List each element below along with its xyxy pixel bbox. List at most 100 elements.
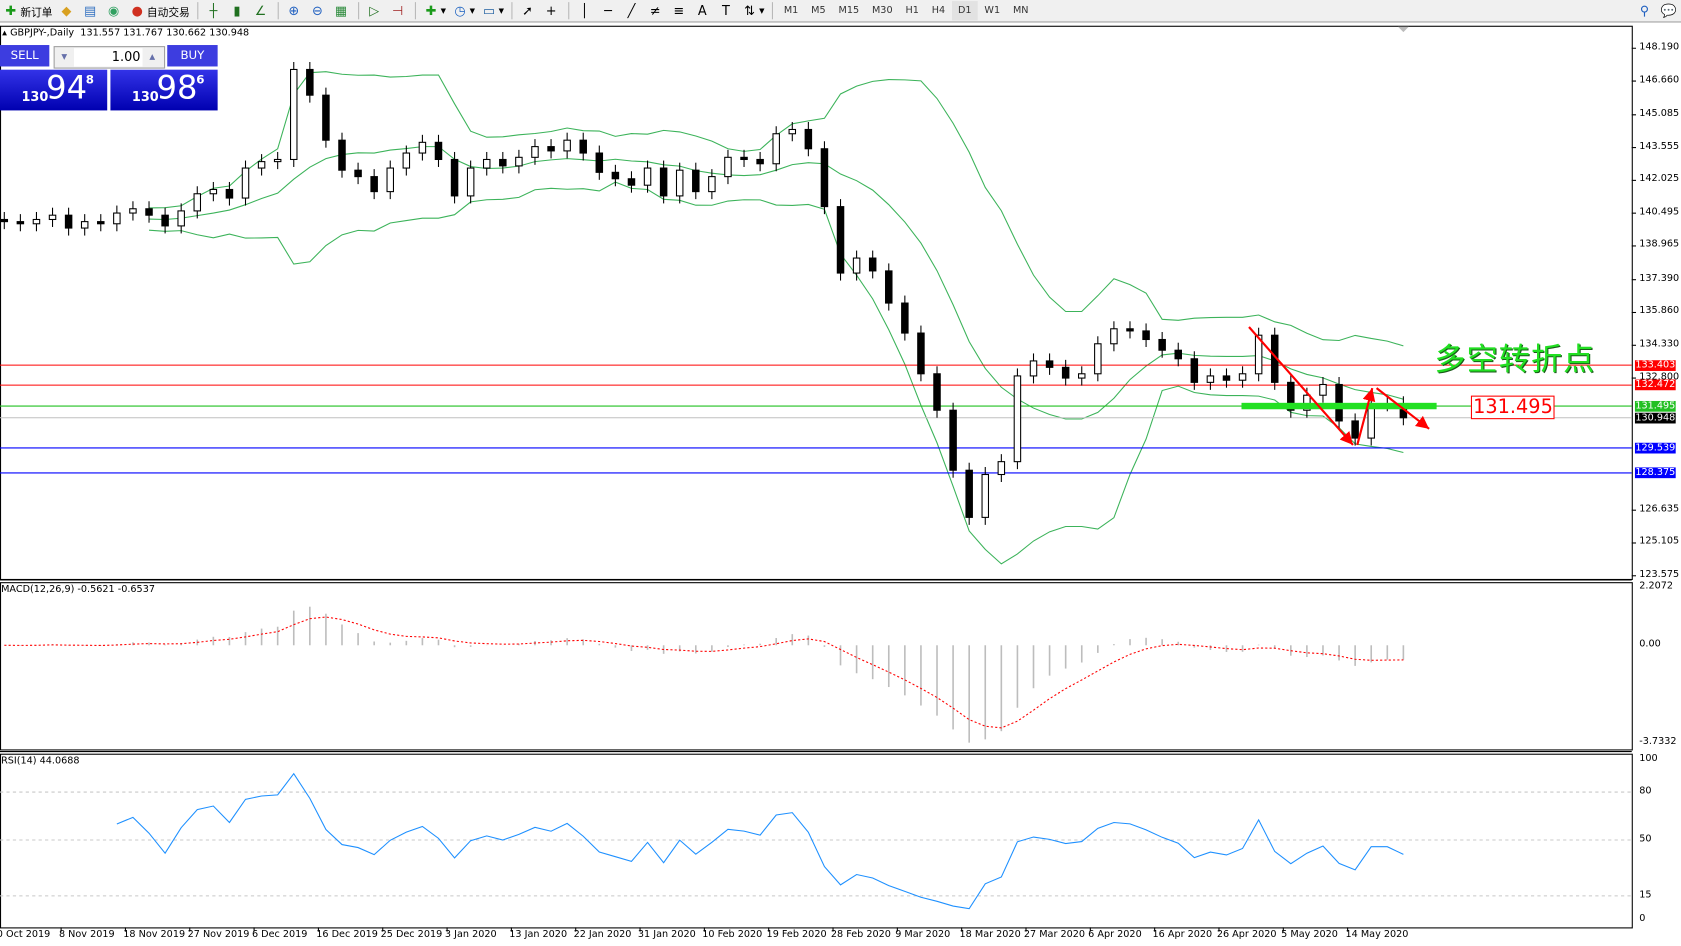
separator (568, 2, 570, 20)
timeframe-h4[interactable]: H4 (931, 5, 946, 17)
crosshair-button[interactable]: + (540, 1, 564, 20)
arrows-button[interactable]: ⇅ ▾ (739, 1, 768, 20)
auto-trading-button[interactable]: ● 自动交易 (127, 1, 193, 20)
chat-button[interactable]: 💬 (1657, 1, 1681, 20)
candle (1094, 336, 1102, 382)
candle-body (1029, 360, 1038, 377)
candle (64, 207, 73, 236)
timeframe-d1[interactable]: D1 (951, 1, 978, 21)
separator (511, 2, 513, 20)
lot-size-stepper[interactable]: ▼ 1.00 ▲ (53, 46, 166, 69)
line-chart-button[interactable]: ∠ (250, 1, 274, 20)
fibonacci-expansion-button[interactable]: ≠ (644, 1, 668, 20)
candle-body (997, 461, 1006, 476)
rsi-axis-label: 0 (1639, 913, 1646, 925)
candle (692, 162, 700, 200)
zoom-out-button[interactable]: ⊖ (307, 1, 331, 20)
candle-body (1013, 375, 1022, 463)
cursor-button[interactable]: ➚ (517, 1, 541, 20)
candle (804, 121, 813, 157)
price-level-tag: 129.539 (1634, 442, 1676, 454)
candle (1174, 342, 1182, 367)
candle-body (177, 210, 185, 227)
candle (450, 151, 459, 204)
candle-body (32, 218, 41, 225)
price-chart[interactable] (0, 24, 1681, 946)
candle (466, 160, 475, 204)
candle-body (257, 161, 266, 169)
sell-price-prefix: 130 (21, 88, 49, 104)
candle-body (129, 208, 137, 214)
indicators-button[interactable]: ✚ ▾ (420, 1, 449, 20)
timeframe-m1[interactable]: M1 (783, 5, 799, 17)
rsi-line (116, 772, 1404, 910)
timeframe-m30[interactable]: M30 (871, 5, 893, 17)
candle (1222, 368, 1231, 388)
horizontal-line-button[interactable]: ─ (597, 1, 621, 20)
autoscroll-button[interactable]: ▷ (363, 1, 387, 20)
candle (1335, 377, 1343, 429)
buy-price-button[interactable]: 130 98 6 (110, 69, 218, 111)
candle-body (836, 206, 845, 274)
new-order-label: 新订单 (20, 6, 53, 19)
market-watch-button[interactable]: ◆ (56, 1, 80, 20)
fibonacci-fan-button[interactable]: ≡ (668, 1, 692, 20)
candlestick-button[interactable]: ▮ (226, 1, 250, 20)
text-icon: A (697, 3, 707, 19)
candle-body (820, 148, 829, 208)
chart-header: ▴ GBPJPY-,Daily 131.557 131.767 130.662 … (2, 27, 250, 39)
bar-chart-button[interactable]: ┼ (203, 1, 227, 20)
decrease-lot-button[interactable]: ▼ (61, 52, 68, 62)
candle-body (241, 167, 250, 199)
buy-button[interactable]: BUY (167, 45, 218, 67)
separator (772, 2, 774, 20)
candle-body (482, 158, 491, 169)
search-button[interactable]: ⚲ (1634, 1, 1658, 20)
vertical-line-button[interactable]: │ (574, 1, 598, 20)
auto-trading-icon: ● (131, 3, 143, 19)
sell-button[interactable]: SELL (0, 45, 50, 67)
lot-size-input[interactable]: 1.00 (73, 48, 143, 67)
support-resistance-zone (1241, 402, 1437, 410)
macd-axis-label: 2.2072 (1639, 581, 1674, 592)
timeframe-m5[interactable]: M5 (811, 5, 826, 17)
date-axis-label: 3 Jan 2020 (444, 929, 497, 941)
candle (1206, 368, 1215, 390)
candlestick-icon: ▮ (233, 3, 241, 19)
templates-button[interactable]: ▭ ▾ (482, 3, 504, 19)
candle (418, 134, 427, 161)
tile-windows-button[interactable]: ▦ (330, 1, 354, 20)
candle-body (499, 158, 507, 167)
trendline-button[interactable]: ╱ (621, 1, 645, 20)
timeframe-w1[interactable]: W1 (984, 5, 1001, 17)
candle-body (708, 176, 716, 193)
candle (322, 87, 330, 148)
timeframe-h1[interactable]: H1 (905, 5, 919, 17)
sell-price-button[interactable]: 130 94 8 (0, 69, 108, 111)
signals-button[interactable]: ◉ (103, 1, 127, 20)
chart-shift-icon: ⊣ (392, 3, 404, 19)
increase-lot-button[interactable]: ▲ (149, 52, 156, 62)
fibonacci-expansion-icon: ≠ (649, 3, 661, 19)
timeframe-mn[interactable]: MN (1012, 5, 1029, 17)
text-label-button[interactable]: T (715, 1, 739, 20)
candle (273, 151, 282, 170)
candle (708, 169, 716, 200)
market-watch-icon: ◆ (61, 3, 72, 19)
candle (1061, 359, 1070, 386)
annotation-text[interactable]: 多空转折点 (1434, 340, 1596, 378)
periods-button[interactable]: ◷ ▾ (454, 3, 476, 19)
price-axis-label: 145.085 (1639, 108, 1680, 120)
toolbar: ✚ 新订单 ◆ ▤ ◉ ● 自动交易 ┼ ▮ ∠ ⊕ ⊖ ▦ ▷ ⊣ ✚ ▾ ◷ ▾ ▭… (0, 0, 1681, 23)
text-button[interactable]: A (692, 1, 716, 20)
annotation-price-label[interactable]: 131.495 (1470, 395, 1556, 420)
candle (868, 250, 877, 279)
trendline-icon: ╱ (627, 3, 636, 19)
new-order-button[interactable]: ✚ 新订单 (0, 1, 56, 20)
candle (0, 211, 9, 230)
candle-body (788, 128, 797, 135)
zoom-in-button[interactable]: ⊕ (283, 1, 307, 20)
timeframe-m15[interactable]: M15 (838, 5, 860, 17)
navigator-button[interactable]: ▤ (79, 1, 103, 20)
chart-shift-button[interactable]: ⊣ (387, 1, 411, 20)
